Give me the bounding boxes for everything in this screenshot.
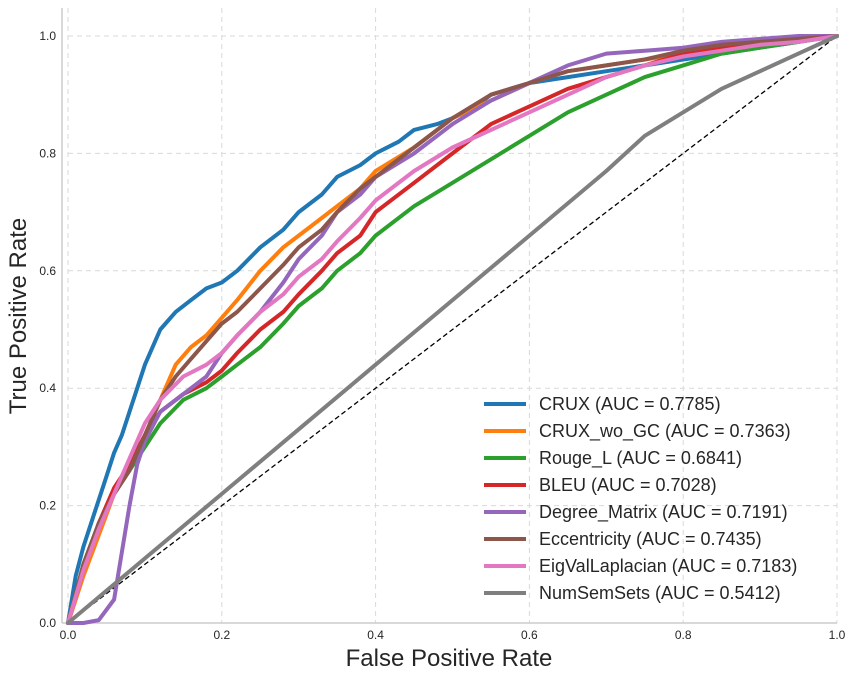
x-tick-label: 0.8	[675, 628, 692, 642]
series-line-eigvallaplacian	[66, 34, 839, 625]
legend-entry-label: BLEU (AUC = 0.7028)	[539, 475, 717, 495]
series-line-numsemsets	[66, 34, 839, 625]
x-tick-label: 0.6	[521, 628, 538, 642]
x-tick-label: 1.0	[829, 628, 846, 642]
tick-labels: 0.0 0.2 0.4 0.6 0.8 1.0 0.0 0.2 0.4 0.6 0.8 1.0	[39, 29, 845, 642]
y-tick-label: 0.8	[39, 146, 56, 160]
legend: CRUX (AUC = 0.7785) CRUX_wo_GC (AUC = 0.7…	[484, 394, 797, 603]
series-lines	[66, 34, 839, 625]
y-tick-label: 0.2	[39, 499, 56, 513]
y-tick-label: 0.4	[39, 381, 56, 395]
series-line-degree-matrix	[66, 34, 839, 625]
x-tick-label: 0.2	[213, 628, 230, 642]
legend-entry-label: Rouge_L (AUC = 0.6841)	[539, 448, 742, 469]
y-tick-label: 1.0	[39, 29, 56, 43]
x-axis-label: False Positive Rate	[346, 645, 553, 672]
diagonal-chance-line	[67, 35, 838, 624]
legend-entry-label: CRUX_wo_GC (AUC = 0.7363)	[539, 421, 791, 442]
x-tick-label: 0.4	[367, 628, 384, 642]
legend-entry-label: CRUX (AUC = 0.7785)	[539, 394, 721, 414]
y-tick-label: 0.6	[39, 264, 56, 278]
axes	[61, 8, 837, 624]
legend-entry-label: Degree_Matrix (AUC = 0.7191)	[539, 502, 788, 523]
y-tick-label: 0.0	[39, 616, 56, 630]
x-tick-label: 0.0	[60, 628, 77, 642]
legend-entry-label: Eccentricity (AUC = 0.7435)	[539, 529, 762, 549]
y-axis-label: True Positive Rate	[5, 218, 32, 415]
legend-entry-label: EigValLaplacian (AUC = 0.7183)	[539, 556, 797, 576]
series-line-crux	[66, 34, 839, 625]
series-line-eccentricity	[66, 34, 839, 625]
legend-entry-label: NumSemSets (AUC = 0.5412)	[539, 583, 781, 603]
